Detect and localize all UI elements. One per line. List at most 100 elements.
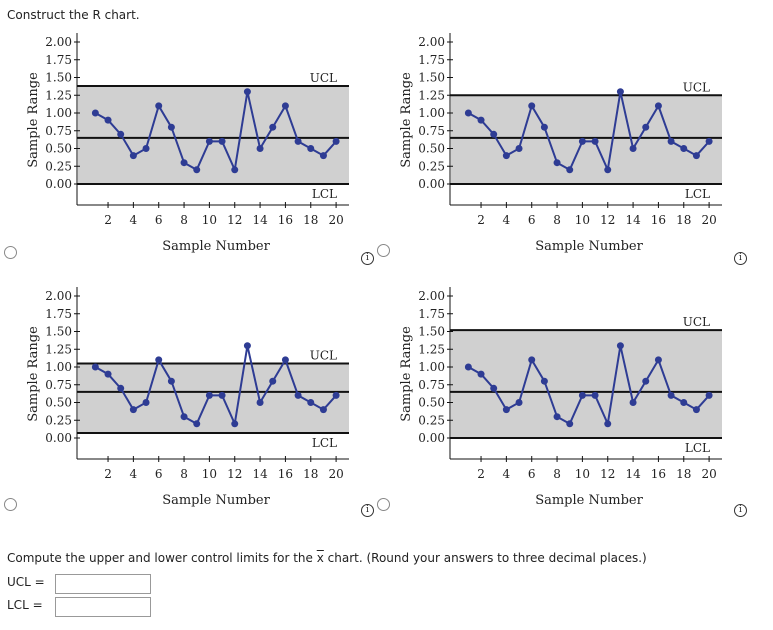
r-chart-option-2: 0.00 0.25 0.50 0.75 1.00 1.25 1.50 1.75 2.00 2 4 6 8… [399,33,722,254]
data-point [91,109,99,117]
info-icon[interactable]: i [734,252,747,265]
data-point [578,391,586,399]
x-tick-label: 16 [278,213,293,227]
ucl-label: UCL [683,80,710,94]
r-chart-option-1: 0.00 0.25 0.50 0.75 1.00 1.25 1.50 1.75 2.00 2 4 6 8… [26,33,349,254]
x-tick-label: 2 [104,213,112,227]
data-point [243,88,251,96]
x-tick-label: 18 [676,467,691,481]
y-tick-label: 0.50 [418,396,445,410]
lcl-label: LCL = [7,598,43,612]
x-bar-symbol: x [316,551,324,565]
data-point [91,363,99,371]
x-tick-label: 6 [155,213,163,227]
data-point [502,152,510,160]
x-tick-label: 2 [477,467,485,481]
r-chart-option-4: 0.00 0.25 0.50 0.75 1.00 1.25 1.50 1.75 2.00 2 4 6 8… [399,287,722,508]
x-tick-label: 12 [600,213,615,227]
x-tick-label: 14 [625,467,641,481]
x-tick-label: 2 [477,213,485,227]
data-point [578,137,586,145]
r-chart-option-3: 0.00 0.25 0.50 0.75 1.00 1.25 1.50 1.75 2.00 2 4 6 8… [26,287,349,508]
data-point [629,399,637,406]
data-point [193,420,201,428]
x-tick-label: 6 [528,213,536,227]
data-point [294,391,302,399]
option-3-radio[interactable] [4,498,17,511]
option-4-radio[interactable] [377,498,390,511]
data-point [705,137,713,145]
y-tick-label: 1.75 [418,53,445,67]
data-point [167,377,175,385]
x-axis-title: Sample Number [162,239,270,254]
option-1-radio[interactable] [4,246,17,259]
data-point [477,370,485,378]
y-tick-label: 1.25 [45,342,72,356]
ucl-label: UCL [683,315,710,329]
info-icon[interactable]: i [361,504,374,517]
data-point [193,166,201,174]
data-point [319,406,327,414]
data-point [629,145,637,152]
data-point [705,391,713,399]
ucl-input[interactable] [55,574,151,594]
data-point [129,152,137,160]
y-tick-label: 1.00 [45,106,72,120]
data-point [464,363,472,371]
info-icon[interactable]: i [734,504,747,517]
control-band [451,330,722,438]
x-tick-label: 10 [575,467,590,481]
y-tick-label: 2.00 [418,289,445,303]
y-tick-label: 0.25 [418,159,445,173]
x-tick-label: 6 [155,467,163,481]
y-axis-title: Sample Range [399,326,414,422]
option-2-radio[interactable] [377,244,390,257]
y-tick-label: 0.50 [45,142,72,156]
x-tick-label: 12 [227,467,242,481]
y-tick-label: 2.00 [45,289,72,303]
x-tick-label: 12 [227,213,242,227]
y-tick-label: 1.25 [418,88,445,102]
data-point [319,152,327,160]
lcl-label: LCL [312,187,337,201]
y-tick-label: 0.50 [418,142,445,156]
data-point [604,420,612,428]
y-tick-label: 1.50 [45,71,72,85]
data-point [142,145,150,152]
data-point [231,166,239,174]
y-tick-label: 1.00 [418,106,445,120]
x-tick-label: 8 [180,467,188,481]
data-point [180,159,188,167]
y-tick-label: 2.00 [45,35,72,49]
data-point [540,377,548,385]
data-point [591,137,599,145]
x-tick-label: 16 [651,467,666,481]
x-axis-title: Sample Number [535,493,643,508]
x-tick-label: 4 [503,213,511,227]
y-tick-label: 1.25 [45,88,72,102]
x-tick-label: 18 [303,467,318,481]
data-point [528,102,536,110]
control-band [451,95,722,184]
y-tick-label: 1.50 [418,71,445,85]
y-tick-label: 1.50 [418,325,445,339]
lcl-input[interactable] [55,597,151,617]
data-point [616,342,624,350]
data-point [180,413,188,421]
data-point [307,399,315,406]
compute-instructions: Compute the upper and lower control limi… [7,551,647,565]
y-tick-label: 0.75 [45,378,72,392]
data-point [155,356,163,364]
y-tick-label: 0.75 [418,124,445,138]
info-icon[interactable]: i [361,252,374,265]
data-point [281,102,289,110]
data-point [104,370,112,378]
question-text: Construct the R chart. [7,8,140,22]
data-point [667,391,675,399]
y-axis-title: Sample Range [26,72,41,168]
data-point [256,399,264,406]
data-point [269,377,277,385]
x-tick-label: 8 [180,213,188,227]
data-point [692,152,700,160]
y-tick-label: 0.25 [45,413,72,427]
